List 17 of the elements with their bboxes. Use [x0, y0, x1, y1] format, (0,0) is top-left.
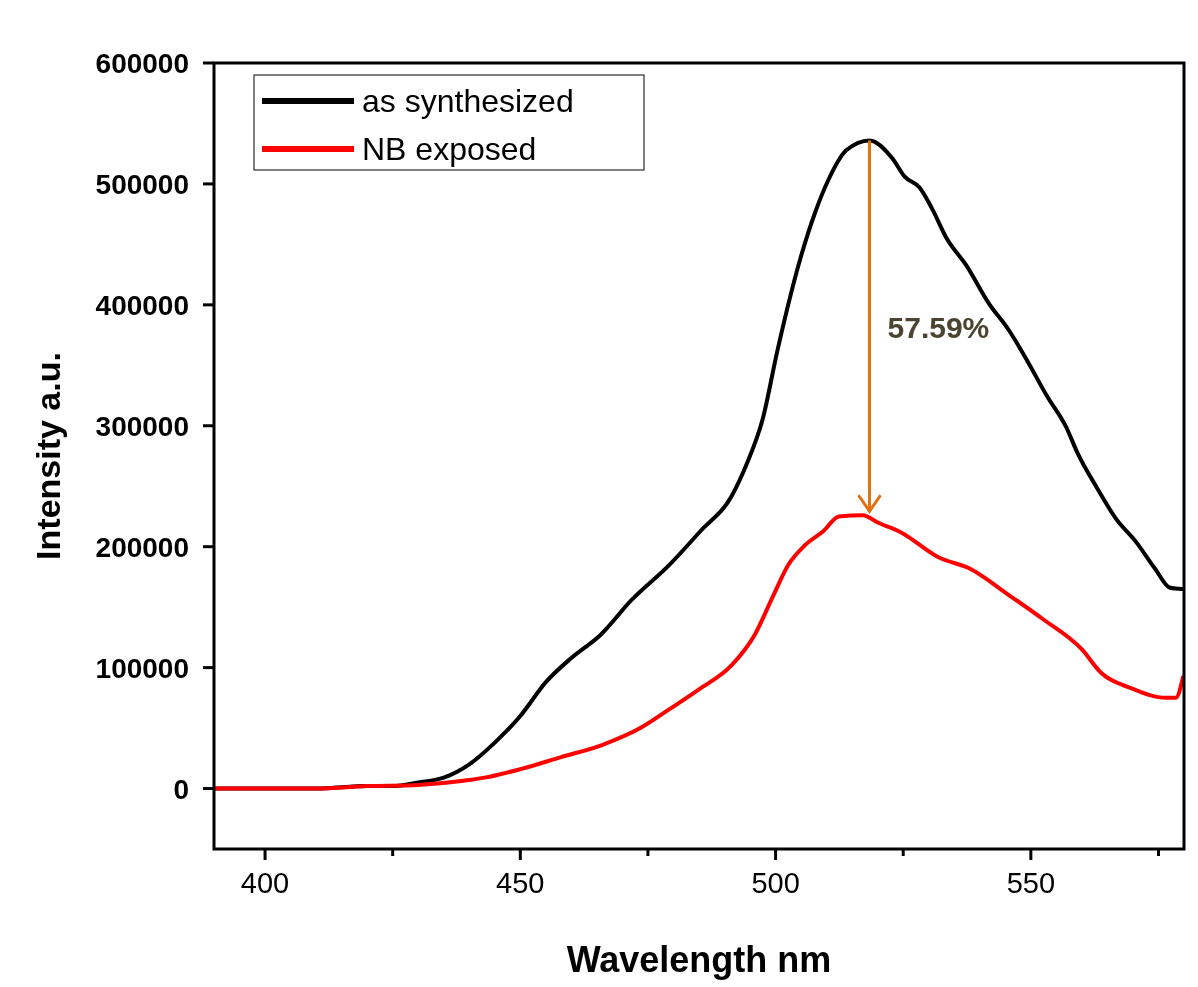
x-tick-label: 450 — [496, 867, 545, 899]
x-tick-label: 500 — [751, 867, 800, 899]
x-axis-title: Wavelength nm — [566, 939, 832, 980]
y-axis-title: Intensity a.u. — [29, 352, 67, 560]
legend-label: NB exposed — [362, 131, 537, 167]
y-tick-label: 300000 — [95, 410, 189, 442]
annotation: 57.59% — [887, 310, 990, 344]
y-tick-label: 600000 — [95, 48, 189, 79]
y-tick-label: 0 — [173, 773, 189, 805]
legend-label: as synthesized — [362, 83, 574, 119]
x-tick-label: 400 — [240, 867, 290, 899]
x-tick-label: 550 — [1006, 867, 1056, 899]
y-tick-label: 100000 — [95, 652, 189, 684]
y-tick-label: 200000 — [95, 531, 189, 563]
line-series — [214, 513, 1184, 791]
y-tick-label: 400000 — [95, 289, 189, 321]
y-tick-label: 500000 — [95, 168, 189, 200]
